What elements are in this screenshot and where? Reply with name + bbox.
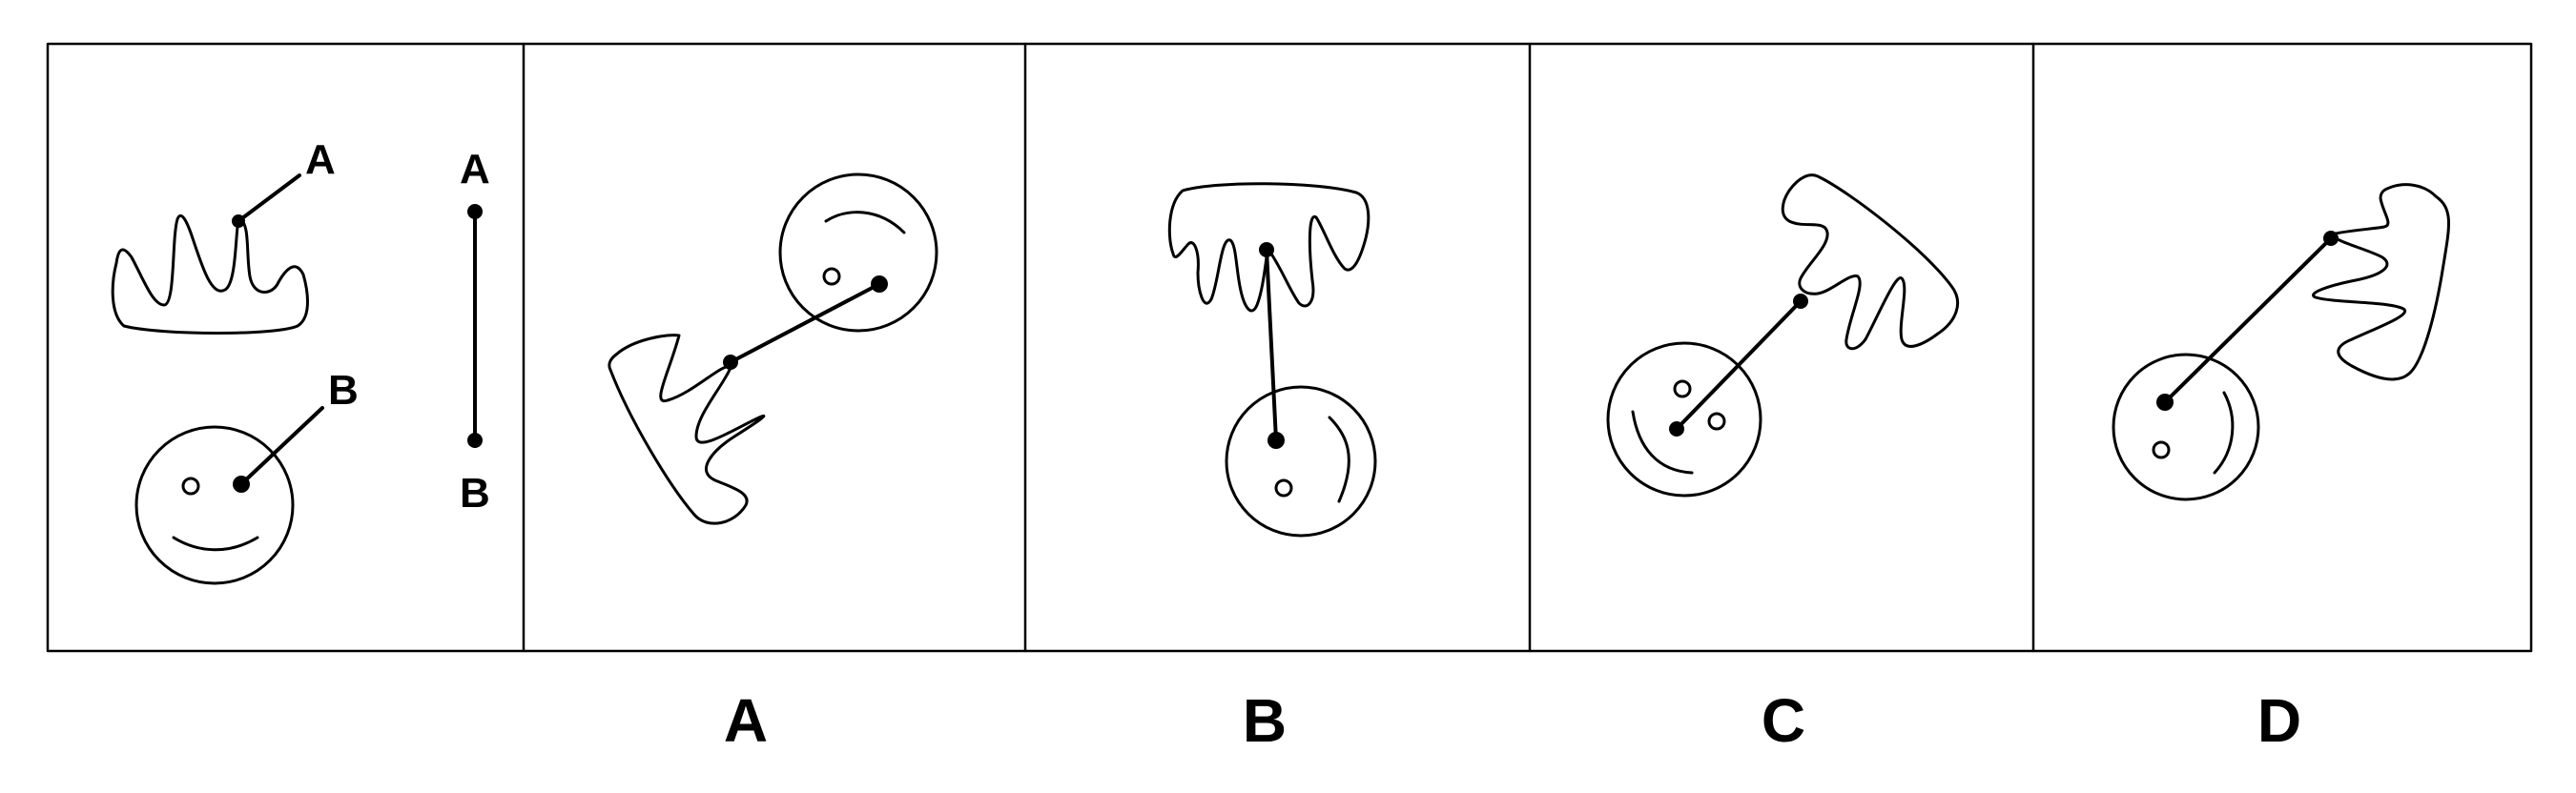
- reference-label-a: A: [305, 136, 336, 183]
- flame-shape: [1781, 173, 1960, 351]
- face-anchor-dot: [871, 275, 888, 293]
- option-b-figure: [1167, 182, 1377, 538]
- smiley-mouth: [824, 211, 906, 234]
- smiley-eye: [2152, 440, 2171, 459]
- smiley-face: [1225, 385, 1377, 538]
- smiley-eye: [1274, 478, 1293, 498]
- segment-label-b: B: [460, 470, 490, 517]
- option-label-a[interactable]: A: [724, 686, 768, 755]
- option-a-figure: [608, 173, 938, 525]
- smiley-mouth: [172, 536, 259, 552]
- smiley-eye: [181, 477, 200, 496]
- face-anchor-dot: [2156, 394, 2174, 411]
- axis-line: [729, 282, 881, 364]
- smiley-face: [1606, 341, 1762, 498]
- reference-panel: [111, 173, 483, 585]
- flame-shape: [2312, 183, 2450, 381]
- option-d-figure: [2112, 183, 2450, 501]
- reference-label-b: B: [328, 367, 359, 414]
- smiley-face: [2112, 353, 2260, 501]
- axis-line: [1265, 248, 1278, 442]
- flame-anchor-dot: [1259, 242, 1274, 257]
- panel-frame: [46, 42, 2533, 653]
- smiley-eye: [822, 267, 841, 286]
- flame-anchor-dot: [723, 355, 738, 370]
- option-label-b[interactable]: B: [1243, 686, 1287, 755]
- smiley-mouth: [1328, 416, 1350, 503]
- segment-label-a: A: [460, 146, 490, 193]
- face-anchor-dot: [1267, 432, 1285, 449]
- option-label-c[interactable]: C: [1762, 686, 1805, 755]
- face-anchor-dot: [1669, 421, 1684, 437]
- flame-anchor-dot: [1793, 294, 1808, 309]
- smiley-face: [134, 425, 295, 585]
- option-label-d[interactable]: D: [2257, 686, 2301, 755]
- option-c-figure: [1606, 173, 1960, 498]
- axis-line: [2163, 236, 2333, 404]
- smiley-eye: [1673, 379, 1692, 398]
- flame-anchor-dot: [2323, 231, 2339, 246]
- flame-shape: [608, 334, 766, 525]
- segment-end-a: [467, 204, 483, 219]
- smiley-mouth: [2213, 391, 2235, 475]
- face-connector: [239, 406, 324, 486]
- flame-shape: [111, 214, 309, 335]
- smiley-face: [778, 173, 938, 333]
- segment-end-b: [467, 433, 483, 448]
- flame-anchor-dot: [232, 214, 245, 228]
- axis-line: [1675, 299, 1803, 431]
- smiley-eye: [1707, 412, 1726, 431]
- face-anchor-dot: [233, 476, 250, 493]
- flame-connector: [237, 173, 301, 223]
- smiley-mouth: [1631, 410, 1694, 475]
